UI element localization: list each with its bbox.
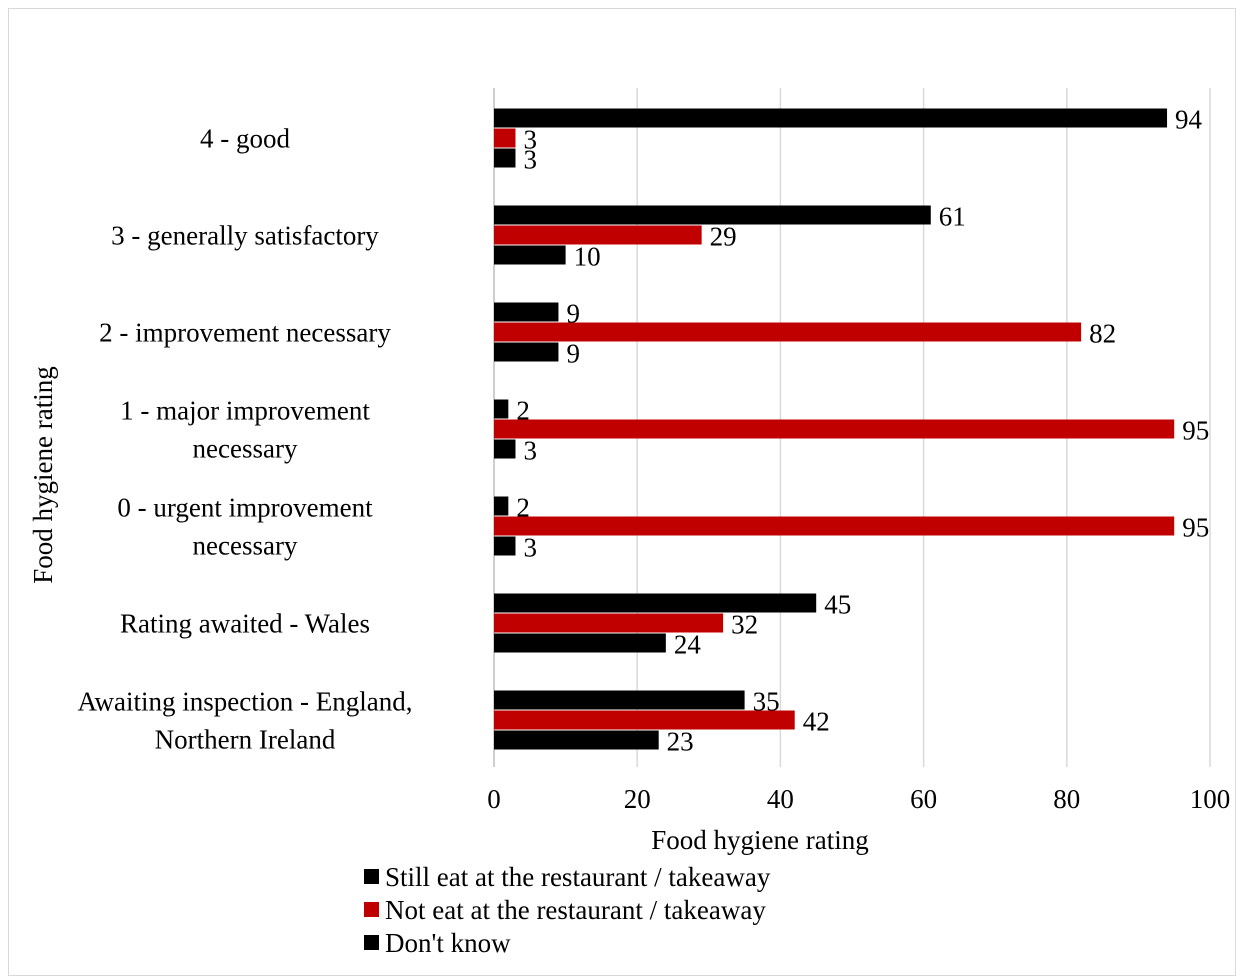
category-label: Rating awaited - Wales (120, 609, 370, 639)
category-label-line: necessary (193, 531, 298, 561)
category-label-line: Rating awaited - Wales (120, 609, 370, 639)
category-label-line: Awaiting inspection - England, (78, 687, 413, 717)
bar-2 (494, 710, 795, 730)
x-tick-label: 60 (910, 784, 937, 814)
bar-2 (494, 516, 1175, 536)
value-label: 61 (939, 202, 966, 232)
category-label-line: 1 - major improvement (120, 396, 370, 426)
value-label: 24 (674, 630, 702, 660)
value-label: 2 (516, 396, 530, 426)
x-tick-label: 100 (1190, 784, 1231, 814)
value-label: 45 (824, 590, 851, 620)
bar-2 (494, 613, 724, 633)
x-tick-label: 40 (767, 784, 794, 814)
category-label-line: necessary (193, 434, 298, 464)
category-label: 4 - good (200, 124, 290, 154)
bar-2 (494, 322, 1082, 342)
bar-3 (494, 245, 566, 265)
category-label-line: 2 - improvement necessary (99, 318, 391, 348)
bar-1 (494, 302, 559, 322)
category-labels: 4 - good 3 - generally satisfactory 2 - im… (78, 124, 413, 755)
bar-3 (494, 633, 666, 653)
bar-3 (494, 536, 516, 556)
value-label: 32 (731, 610, 758, 640)
bar-1 (494, 205, 931, 225)
value-label: 9 (566, 339, 580, 369)
value-label: 9 (566, 299, 580, 329)
legend: Still eat at the restaurant / takeawayNo… (364, 862, 771, 958)
bar-3 (494, 342, 559, 362)
bar-1 (494, 496, 509, 516)
category-label-line: 0 - urgent improvement (117, 493, 373, 523)
value-label: 42 (803, 707, 830, 737)
x-tick-label: 80 (1053, 784, 1080, 814)
bar-1 (494, 399, 509, 419)
chart-frame (8, 8, 1236, 976)
x-tick-label: 20 (624, 784, 651, 814)
x-tick-label: 0 (487, 784, 501, 814)
category-label: 1 - major improvement necessary (120, 396, 370, 464)
bars (494, 108, 1175, 750)
bar-2 (494, 419, 1175, 439)
category-label-line: 4 - good (200, 124, 290, 154)
bar-3 (494, 148, 516, 168)
value-label: 29 (710, 222, 737, 252)
category-label: 2 - improvement necessary (99, 318, 391, 348)
bar-1 (494, 690, 745, 710)
category-label-line: Northern Ireland (155, 725, 336, 755)
value-label: 94 (1175, 105, 1203, 135)
legend-swatch (364, 869, 379, 884)
bar-1 (494, 593, 817, 613)
category-label: 3 - generally satisfactory (111, 221, 379, 251)
legend-label: Still eat at the restaurant / takeaway (385, 862, 771, 892)
value-label: 82 (1089, 319, 1116, 349)
bar-3 (494, 439, 516, 459)
legend-label: Don't know (385, 928, 511, 958)
legend-swatch (364, 902, 379, 917)
bar-2 (494, 225, 702, 245)
bar-2 (494, 128, 516, 148)
legend-swatch (364, 935, 379, 950)
bar-3 (494, 730, 659, 750)
value-label: 3 (523, 533, 537, 563)
category-label: 0 - urgent improvement necessary (117, 493, 373, 561)
value-label: 3 (523, 145, 537, 175)
x-axis-title: Food hygiene rating (651, 825, 868, 855)
value-label: 2 (516, 493, 530, 523)
value-label: 10 (574, 242, 601, 272)
category-label: Awaiting inspection - England, Northern I… (78, 687, 413, 755)
value-label: 35 (753, 687, 780, 717)
value-label: 95 (1182, 416, 1209, 446)
legend-label: Not eat at the restaurant / takeaway (385, 895, 766, 925)
category-label-line: 3 - generally satisfactory (111, 221, 379, 251)
value-label: 23 (667, 727, 694, 757)
y-axis-title: Food hygiene rating (28, 366, 58, 583)
value-label: 3 (523, 125, 537, 155)
tick-labels: 0 20 40 60 80 100 (487, 784, 1230, 814)
value-label: 95 (1182, 513, 1209, 543)
value-label: 3 (523, 436, 537, 466)
bar-1 (494, 108, 1168, 128)
